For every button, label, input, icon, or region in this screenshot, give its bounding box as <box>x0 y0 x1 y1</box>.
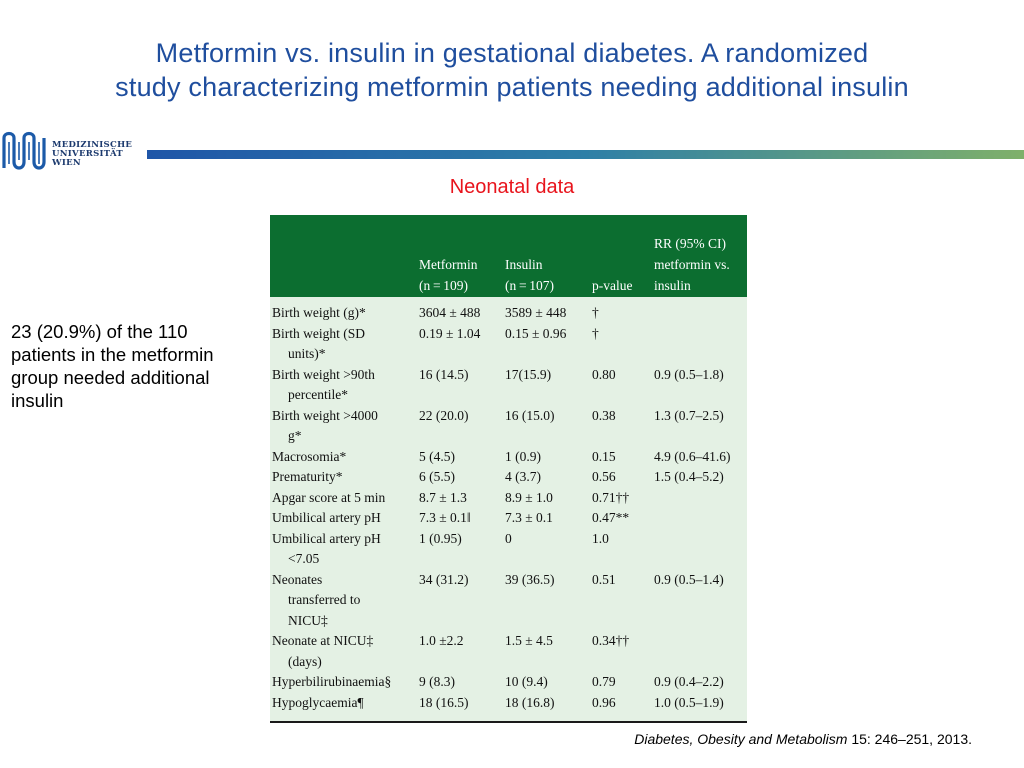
row-label: transferred to <box>288 592 361 607</box>
logo-line3: WIEN <box>52 158 81 168</box>
row-metformin-cell: 18 (16.5) <box>419 694 469 710</box>
header-rr: RR (95% CI) metformin vs. insulin <box>654 233 730 296</box>
row-p-cell: 0.80 <box>592 366 616 382</box>
row-metformin-cell: 34 (31.2) <box>419 571 469 587</box>
row-p-cell: 0.15 <box>592 448 616 464</box>
university-logo-text: MEDIZINISCHE UNIVERSITÄT WIEN <box>52 141 132 168</box>
slide-title-line2: study characterizing metformin patients … <box>115 72 909 102</box>
row-p-cell: 0.47** <box>592 510 630 525</box>
header-gradient-bar <box>147 150 1024 159</box>
row-p-cell: 0.38 <box>592 407 616 423</box>
row-label: Apgar score at 5 min <box>272 489 386 505</box>
row-metformin-cell: 6 (5.5) <box>419 469 455 484</box>
row-rr-cell: 1.0 (0.5–1.9) <box>654 694 724 710</box>
row-insulin-cell: 4 (3.7) <box>505 469 541 484</box>
row-label: Neonate at NICU‡ <box>272 633 374 648</box>
side-note: 23 (20.9%) of the 110 patients in the me… <box>11 321 214 411</box>
row-label: Birth weight >90th <box>272 366 375 382</box>
citation-details: 15: 246–251, 2013. <box>847 731 972 747</box>
header-metformin-line2: (n = 109) <box>419 278 469 293</box>
row-insulin-cell: 7.3 ± 0.1 <box>505 510 553 525</box>
row-label: g* <box>288 428 302 443</box>
row-insulin-cell: 16 (15.0) <box>505 407 555 423</box>
row-label: percentile* <box>288 387 348 402</box>
row-metformin-cell: 9 (8.3) <box>419 674 455 689</box>
slide-title: Metformin vs. insulin in gestational dia… <box>20 36 1004 104</box>
header-insulin-line1: Insulin <box>505 257 543 272</box>
row-metformin-cell: 0.19 ± 1.04 <box>419 325 481 341</box>
row-insulin-cell: 10 (9.4) <box>505 674 548 689</box>
row-label: Hypoglycaemia¶ <box>272 694 364 710</box>
row-rr-cell: 0.9 (0.5–1.4) <box>654 571 724 587</box>
row-metformin-cell: 5 (4.5) <box>419 448 455 464</box>
table-header: Metformin (n = 109) Insulin (n = 107) p-… <box>270 215 747 297</box>
section-subtitle: Neonatal data <box>449 176 575 198</box>
row-p-cell: † <box>592 305 599 320</box>
citation-journal: Diabetes, Obesity and Metabolism <box>634 731 848 747</box>
row-insulin-cell: 0 <box>505 530 512 546</box>
row-insulin-cell: 1 (0.9) <box>505 448 541 464</box>
row-rr-cell: 0.9 (0.5–1.8) <box>654 366 724 382</box>
citation: Diabetes, Obesity and Metabolism 15: 246… <box>634 731 972 747</box>
logo-line2: UNIVERSITÄT <box>52 149 124 159</box>
header-rr-line2: metformin vs. <box>654 257 730 272</box>
header-insulin: Insulin (n = 107) <box>505 254 554 296</box>
row-label: <7.05 <box>288 551 320 566</box>
header-rr-line1: RR (95% CI) <box>654 236 726 251</box>
row-label: Birth weight (g)* <box>272 305 366 320</box>
row-p-cell: 1.0 <box>592 530 609 546</box>
header-rr-line3: insulin <box>654 278 691 293</box>
row-label: Birth weight >4000 <box>272 407 378 423</box>
row-rr-cell: 1.3 (0.7–2.5) <box>654 407 724 423</box>
slide-title-line1: Metformin vs. insulin in gestational dia… <box>155 38 869 68</box>
header-pvalue: p-value <box>592 278 633 293</box>
row-insulin-cell: 18 (16.8) <box>505 694 555 710</box>
row-p-cell: 0.71†† <box>592 489 630 505</box>
logo-line1: MEDIZINISCHE <box>52 140 133 150</box>
row-insulin-cell: 17(15.9) <box>505 366 552 382</box>
row-insulin-cell: 1.5 ± 4.5 <box>505 633 553 648</box>
row-rr-cell: 0.9 (0.4–2.2) <box>654 674 724 689</box>
row-label: (days) <box>288 653 322 669</box>
row-insulin-cell: 3589 ± 448 <box>505 305 567 320</box>
row-p-cell: 0.79 <box>592 674 616 689</box>
row-label: Birth weight (SD <box>272 325 365 341</box>
row-rr-cell: 1.5 (0.4–5.2) <box>654 469 724 484</box>
row-insulin-cell: 8.9 ± 1.0 <box>505 489 553 505</box>
row-metformin-cell: 1.0 ±2.2 <box>419 633 464 648</box>
header-metformin-line1: Metformin <box>419 257 478 272</box>
row-p-cell: 0.96 <box>592 694 616 710</box>
row-label: Umbilical artery pH <box>272 530 381 546</box>
row-metformin-cell: 16 (14.5) <box>419 366 469 382</box>
row-metformin-cell: 1 (0.95) <box>419 530 462 546</box>
row-metformin-cell: 7.3 ± 0.1‖ <box>419 510 471 525</box>
university-logo-icon <box>2 131 46 170</box>
row-metformin-cell: 3604 ± 488 <box>419 305 481 320</box>
row-label: Prematurity* <box>272 469 343 484</box>
row-label: Macrosomia* <box>272 448 347 464</box>
row-label: Hyperbilirubinaemia§ <box>272 674 392 689</box>
row-insulin-cell: 0.15 ± 0.96 <box>505 325 567 341</box>
row-rr-cell: 4.9 (0.6–41.6) <box>654 448 731 464</box>
row-p-cell: 0.56 <box>592 469 616 484</box>
row-insulin-cell: 39 (36.5) <box>505 571 555 587</box>
row-metformin-cell: 22 (20.0) <box>419 407 469 423</box>
row-label: Umbilical artery pH <box>272 510 381 525</box>
row-metformin-cell: 8.7 ± 1.3 <box>419 489 467 505</box>
row-label: units)* <box>288 346 326 361</box>
neonatal-data-table: Metformin (n = 109) Insulin (n = 107) p-… <box>270 215 747 723</box>
row-label: NICU‡ <box>288 612 328 628</box>
row-p-cell: 0.51 <box>592 571 616 587</box>
row-label: Neonates <box>272 571 323 587</box>
header-insulin-line2: (n = 107) <box>505 278 555 293</box>
row-p-cell: † <box>592 325 599 341</box>
row-p-cell: 0.34†† <box>592 633 630 648</box>
header-metformin: Metformin (n = 109) <box>419 254 478 296</box>
